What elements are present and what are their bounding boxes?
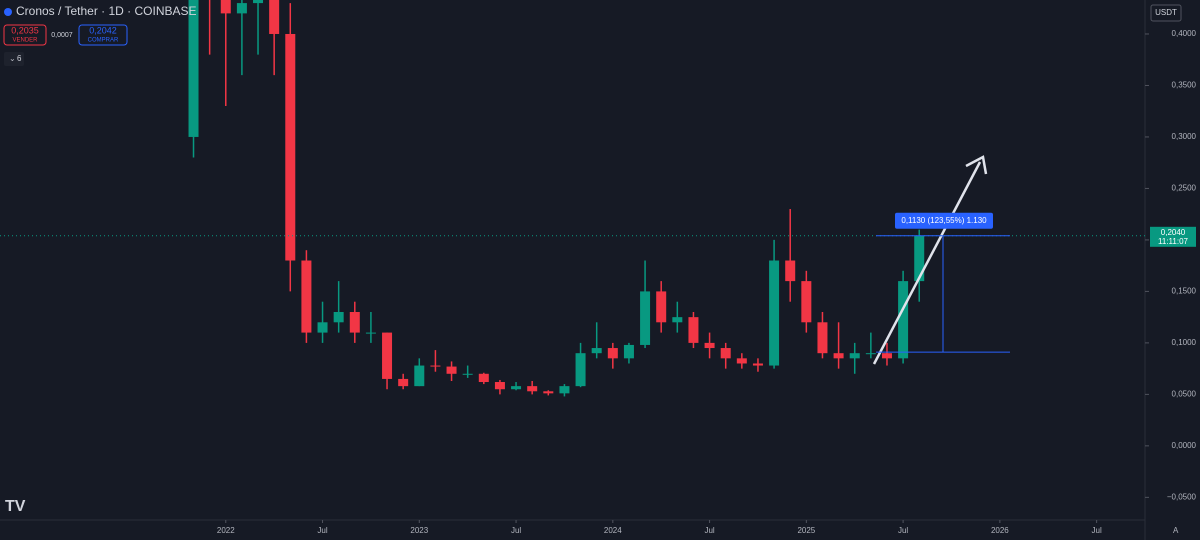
y-tick-label: −0,0500 [1167, 492, 1197, 501]
candle-body [333, 312, 344, 323]
x-tick-label: 2022 [217, 526, 235, 535]
x-tick-label: Jul [317, 526, 327, 535]
buy-price: 0,2042 [89, 25, 117, 35]
x-tick-label: Jul [704, 526, 714, 535]
candle-body [253, 0, 264, 4]
y-tick-label: 0,0500 [1172, 389, 1197, 398]
candle-body [478, 373, 489, 383]
candle-body [511, 386, 522, 390]
x-tick-label: 2026 [991, 526, 1009, 535]
buy-label: COMPRAR [88, 38, 119, 44]
candle-body [881, 353, 892, 359]
candle-body [414, 365, 425, 387]
candle-body [640, 291, 651, 345]
candle-body [543, 391, 554, 394]
candle-body [398, 378, 409, 387]
candle-body [591, 348, 602, 354]
candle-body [236, 3, 247, 14]
logo: TV [5, 498, 26, 515]
candle-body [833, 353, 844, 359]
indicators-toggle[interactable] [4, 52, 24, 66]
candle-body [559, 386, 570, 394]
x-tick-label: Jul [511, 526, 521, 535]
candle-body [752, 363, 763, 366]
buy-button[interactable] [78, 24, 128, 46]
candle-body [736, 358, 747, 364]
candle-body [688, 317, 699, 343]
y-tick-label: 0,1000 [1172, 338, 1197, 347]
candle-body [462, 373, 473, 375]
x-tick-label: Jul [1092, 526, 1102, 535]
candle-body [865, 353, 876, 355]
y-tick-label: 0,3000 [1172, 132, 1197, 141]
candle-body [849, 353, 860, 359]
trend-arrow [872, 161, 982, 365]
candle-body [769, 260, 780, 366]
candle-body [301, 260, 312, 333]
x-tick-label: 2023 [410, 526, 428, 535]
last-price-box [1150, 226, 1196, 247]
candle-body [365, 332, 376, 334]
measure-label: 0,1130 (123,55%) 1.130 [901, 216, 987, 225]
candle-body [575, 353, 586, 387]
y-tick-label: 0,3500 [1172, 81, 1197, 90]
measure-box [895, 212, 993, 229]
candle-body [269, 0, 280, 34]
arrow-head [965, 155, 988, 175]
candle-body [704, 342, 715, 349]
plot [188, 0, 925, 397]
candle-body [785, 260, 796, 282]
candle-body [898, 281, 909, 359]
candle-body [285, 33, 296, 261]
candle-body [446, 366, 457, 374]
currency: USDT [1155, 8, 1177, 17]
candle-body [382, 332, 393, 379]
countdown: 11:11:07 [1158, 237, 1189, 246]
candle-body [720, 348, 731, 359]
candle-body [188, 0, 199, 137]
x-tick-label: Jul [898, 526, 908, 535]
y-tick-label: 0,4000 [1172, 29, 1197, 38]
sell-label: VENDER [12, 38, 38, 44]
candle-body [494, 382, 505, 390]
chevron: ⌄ [9, 54, 16, 63]
candle-body [430, 365, 441, 367]
candle-body [656, 291, 667, 323]
candle-body [317, 322, 328, 333]
y-tick-label: 0,2500 [1172, 184, 1197, 193]
candle-body [801, 281, 812, 323]
candle-body [623, 344, 634, 359]
sell-button[interactable] [3, 24, 47, 46]
y-tick-label: 0,1500 [1172, 287, 1197, 296]
sell-price: 0,2035 [11, 25, 39, 35]
candle-body [672, 317, 683, 323]
currency-button[interactable] [1150, 4, 1182, 22]
candle-body [817, 322, 828, 354]
x-tick-label: 2024 [604, 526, 622, 535]
spread: 0,0007 [51, 32, 73, 39]
candle-body [607, 348, 618, 359]
candle-body [349, 312, 360, 333]
indicators-count: 6 [17, 54, 22, 63]
auto-scale[interactable]: A [1173, 526, 1179, 535]
last-price-label: 0,2040 [1161, 228, 1186, 237]
symbol-icon [4, 8, 12, 16]
candle-body [527, 386, 538, 392]
symbol[interactable]: Cronos / Tether · 1D · COINBASE [16, 4, 197, 18]
candle-body [220, 0, 231, 14]
header: Cronos / Tether · 1D · COINBASE 0,2035 V… [3, 4, 1182, 535]
y-tick-label: 0,0000 [1172, 441, 1197, 450]
candle-body [914, 235, 925, 282]
x-tick-label: 2025 [797, 526, 815, 535]
